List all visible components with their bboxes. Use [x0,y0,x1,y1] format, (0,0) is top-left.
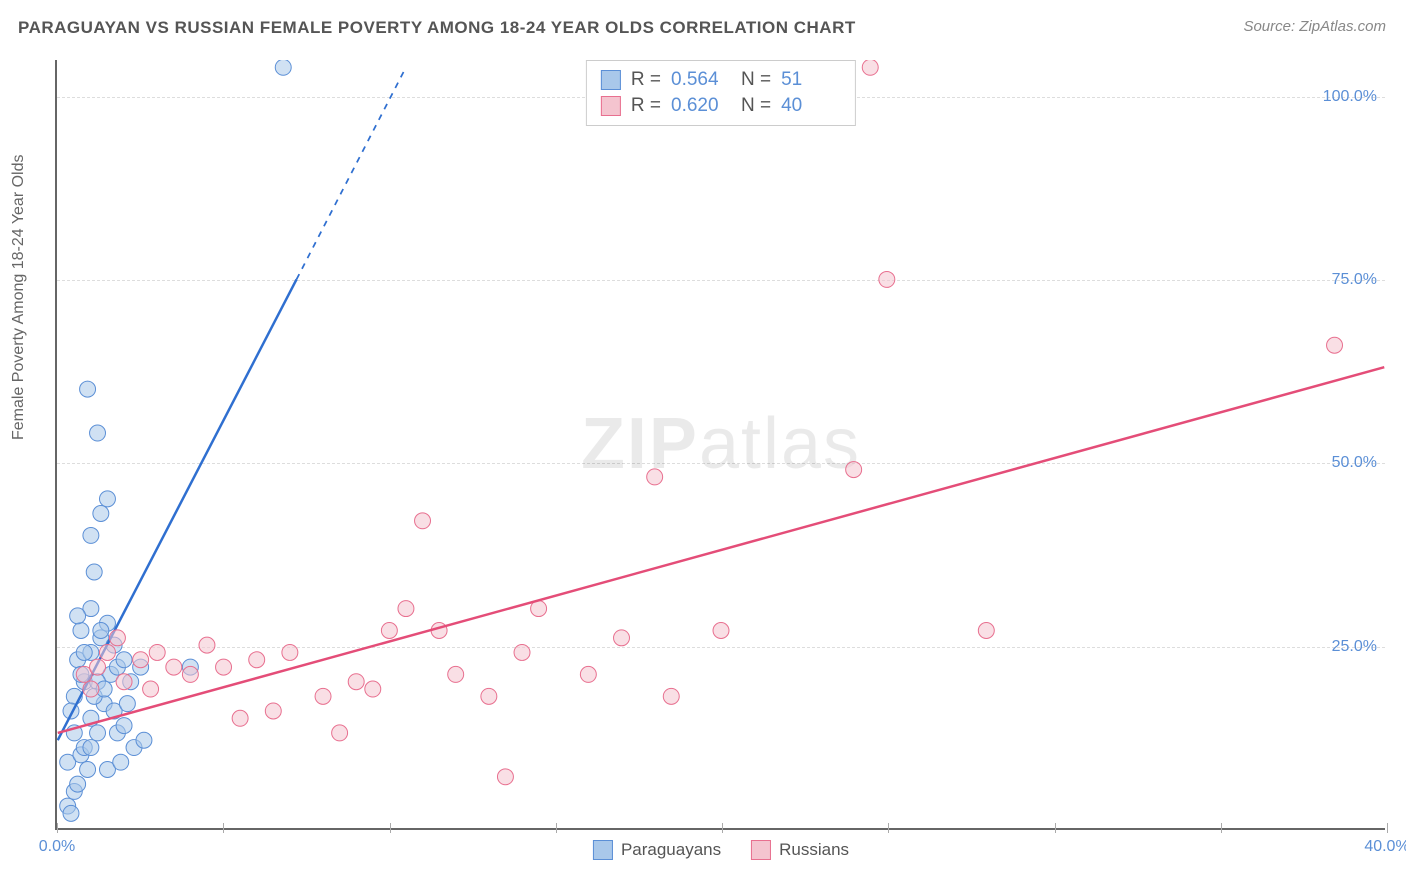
data-point [166,659,182,675]
chart-title: PARAGUAYAN VS RUSSIAN FEMALE POVERTY AMO… [18,18,856,38]
x-tick-label: 0.0% [39,838,75,856]
data-point [80,762,96,778]
legend-label-paraguayans: Paraguayans [621,840,721,860]
data-point [481,688,497,704]
trend-line-dashed [297,67,406,279]
data-point [90,425,106,441]
data-point [978,623,994,639]
r-label: R = [631,95,661,117]
y-tick-label: 100.0% [1323,88,1377,106]
data-point [315,688,331,704]
data-point [70,776,86,792]
stats-row-paraguayans: R = 0.564 N = 51 [601,67,841,93]
data-point [116,652,132,668]
data-point [348,674,364,690]
data-point [398,601,414,617]
bottom-legend: Paraguayans Russians [593,840,849,860]
data-point [90,659,106,675]
data-point [136,732,152,748]
data-point [275,60,291,75]
data-point [149,644,165,660]
data-point [199,637,215,653]
data-point [713,623,729,639]
data-point [862,60,878,75]
data-point [116,718,132,734]
x-tick-label: 40.0% [1364,838,1406,856]
n-label: N = [741,95,771,117]
data-point [73,623,89,639]
trend-line [58,367,1385,733]
data-point [143,681,159,697]
data-point [119,696,135,712]
data-point [448,666,464,682]
data-point [282,644,298,660]
data-point [86,564,102,580]
swatch-paraguayans [601,70,621,90]
data-point [415,513,431,529]
source-label: Source: ZipAtlas.com [1243,18,1386,35]
data-point [83,527,99,543]
data-point [846,462,862,478]
data-point [580,666,596,682]
swatch-russians-2 [751,840,771,860]
data-point [133,652,149,668]
stats-row-russians: R = 0.620 N = 40 [601,93,841,119]
data-point [216,659,232,675]
data-point [80,381,96,397]
legend-item-paraguayans: Paraguayans [593,840,721,860]
data-point [381,623,397,639]
data-point [93,623,109,639]
legend-label-russians: Russians [779,840,849,860]
data-point [83,681,99,697]
n-value-russians: 40 [781,95,841,117]
data-point [332,725,348,741]
y-tick-label: 25.0% [1332,638,1377,656]
data-point [93,506,109,522]
data-point [113,754,129,770]
data-point [83,740,99,756]
r-label: R = [631,69,661,91]
data-point [63,805,79,821]
data-point [249,652,265,668]
data-point [879,271,895,287]
n-value-paraguayans: 51 [781,69,841,91]
plot-svg [57,60,1385,828]
y-tick-label: 50.0% [1332,454,1377,472]
swatch-paraguayans-2 [593,840,613,860]
n-label: N = [741,69,771,91]
legend-item-russians: Russians [751,840,849,860]
r-value-russians: 0.620 [671,95,731,117]
data-point [109,630,125,646]
swatch-russians [601,96,621,116]
r-value-paraguayans: 0.564 [671,69,731,91]
data-point [182,666,198,682]
data-point [614,630,630,646]
data-point [99,491,115,507]
data-point [1327,337,1343,353]
data-point [232,710,248,726]
data-point [365,681,381,697]
data-point [663,688,679,704]
plot-area: ZIPatlas R = 0.564 N = 51 R = 0.620 N = … [55,60,1385,830]
data-point [265,703,281,719]
data-point [76,644,92,660]
data-point [647,469,663,485]
stats-legend: R = 0.564 N = 51 R = 0.620 N = 40 [586,60,856,126]
y-tick-label: 75.0% [1332,271,1377,289]
data-point [497,769,513,785]
data-point [514,644,530,660]
y-axis-label: Female Poverty Among 18-24 Year Olds [10,155,28,441]
data-point [116,674,132,690]
data-point [99,644,115,660]
data-point [90,725,106,741]
data-point [70,608,86,624]
